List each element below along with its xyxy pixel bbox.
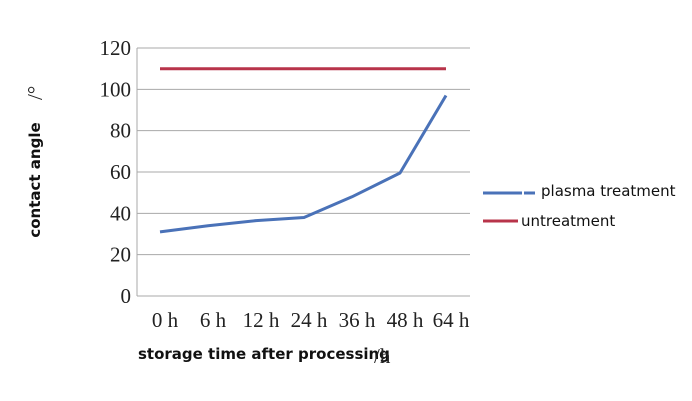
- y-tick-label: 20: [110, 243, 131, 267]
- y-axis-label: contact angle: [26, 122, 44, 237]
- x-axis-ticks: 0 h 6 h 12 h 24 h 36 h 48 h 64 h: [152, 308, 470, 332]
- y-axis-title: contact angle /°: [23, 86, 47, 238]
- x-axis-unit: /h: [374, 344, 391, 368]
- legend: plasma treatment untreatment: [483, 182, 676, 230]
- y-tick-label: 100: [100, 77, 132, 101]
- series-line: [159, 94, 448, 234]
- y-tick-label: 80: [110, 119, 131, 143]
- y-axis-unit: /°: [23, 86, 47, 100]
- legend-item-plasma: plasma treatment: [483, 182, 676, 200]
- y-tick-label: 120: [100, 36, 132, 60]
- y-axis-ticks: 0 20 40 60 80 100 120: [100, 36, 132, 308]
- x-tick-label: 12 h: [243, 308, 280, 332]
- y-tick-label: 0: [121, 284, 132, 308]
- x-tick-label: 36 h: [339, 308, 376, 332]
- x-axis-label: storage time after processing: [138, 345, 390, 363]
- y-tick-label: 60: [110, 160, 131, 184]
- legend-item-untreatment: untreatment: [483, 212, 615, 230]
- legend-label-plasma: plasma treatment: [541, 182, 676, 200]
- x-tick-label: 64 h: [433, 308, 470, 332]
- gridlines: [136, 47, 470, 297]
- y-tick-label: 40: [110, 201, 131, 225]
- x-tick-label: 48 h: [387, 308, 424, 332]
- x-tick-label: 24 h: [291, 308, 328, 332]
- x-tick-label: 0 h: [152, 308, 179, 332]
- data-series: [159, 67, 448, 234]
- x-tick-label: 6 h: [200, 308, 227, 332]
- legend-label-untreatment: untreatment: [521, 212, 615, 230]
